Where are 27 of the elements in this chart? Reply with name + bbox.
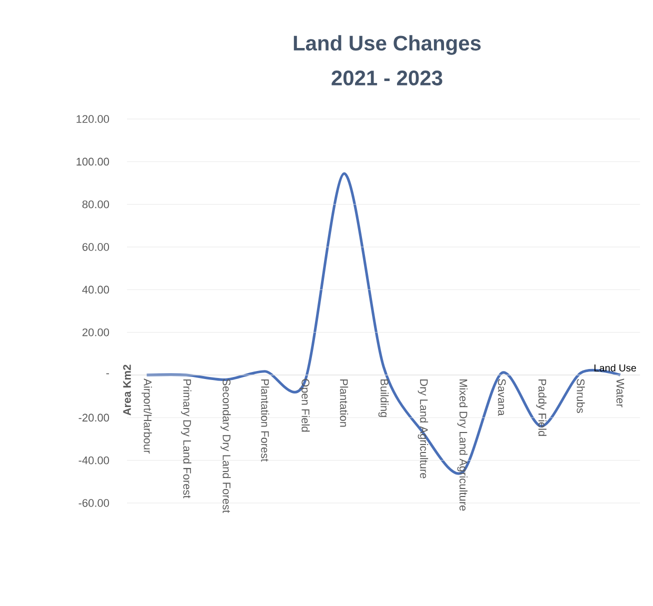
- x-tick-label: Primary Dry Land Forest: [181, 379, 192, 498]
- x-tick-label: Building: [378, 379, 389, 417]
- y-tick-label: 100.00: [76, 158, 110, 166]
- chart-subtitle: 2021 - 2023: [332, 70, 442, 86]
- x-tick-label: Airport/Harbour: [142, 378, 152, 454]
- chart-title: Land Use Changes: [294, 35, 481, 55]
- y-axis-title: Area Km2: [123, 364, 131, 416]
- y-tick-label: 40.00: [82, 286, 110, 294]
- y-tick-label: 120.00: [76, 115, 110, 123]
- y-tick-label: 60.00: [82, 243, 110, 251]
- y-tick-label: -20.00: [78, 414, 110, 422]
- y-tick-label: 20.00: [82, 328, 110, 336]
- y-tick-label: -60.00: [78, 499, 110, 507]
- x-tick-label: Shrubs: [576, 379, 585, 413]
- x-axis-title: Land Use: [594, 364, 636, 372]
- x-tick-label: Secondary Dry Land Forest: [220, 379, 231, 513]
- x-tick-label: Mixed Dry Land Agriculture: [457, 379, 468, 511]
- y-tick-label: -: [106, 373, 109, 374]
- x-tick-label: Savana: [498, 379, 506, 416]
- x-tick-label: Plantation Forest: [261, 379, 270, 462]
- x-tick-label: Paddy Field: [536, 379, 546, 436]
- x-tick-label: Dry Land Agriculture: [418, 379, 428, 478]
- x-tick-label: Plantation: [340, 379, 348, 427]
- y-tick-label: 80.00: [82, 200, 110, 208]
- y-tick-label: -40.00: [78, 456, 110, 464]
- x-tick-label: Open Field: [299, 379, 310, 432]
- x-tick-label: Water: [616, 378, 624, 408]
